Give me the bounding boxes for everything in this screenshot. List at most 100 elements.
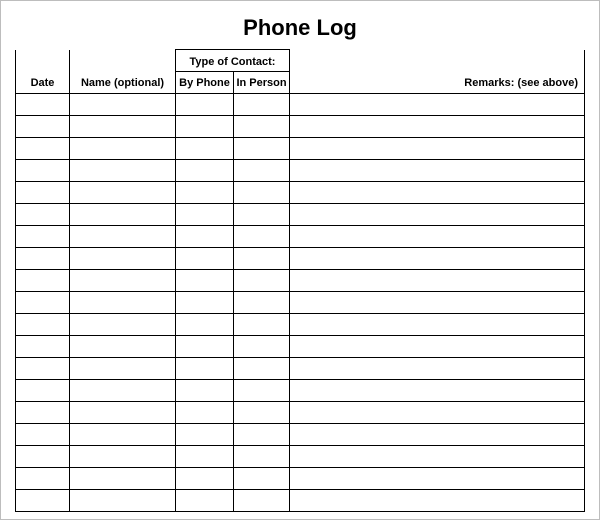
table-row [16, 270, 585, 292]
table-cell [176, 314, 234, 336]
table-row [16, 248, 585, 270]
table-cell [176, 490, 234, 512]
table-cell [290, 490, 585, 512]
table-row [16, 226, 585, 248]
page-title: Phone Log [15, 15, 585, 41]
table-cell [176, 446, 234, 468]
table-cell [176, 226, 234, 248]
table-cell [70, 226, 176, 248]
table-header: Date Name (optional) Type of Contact: Re… [16, 50, 585, 94]
table-row [16, 116, 585, 138]
table-cell [290, 138, 585, 160]
col-header-by-phone: By Phone [176, 72, 234, 94]
table-cell [176, 138, 234, 160]
table-cell [70, 182, 176, 204]
table-cell [234, 292, 290, 314]
table-row [16, 138, 585, 160]
table-row [16, 490, 585, 512]
table-cell [234, 402, 290, 424]
table-cell [176, 402, 234, 424]
table-cell [176, 204, 234, 226]
table-row [16, 292, 585, 314]
table-cell [290, 358, 585, 380]
table-cell [16, 314, 70, 336]
table-cell [290, 446, 585, 468]
table-cell [16, 138, 70, 160]
table-row [16, 380, 585, 402]
table-cell [176, 182, 234, 204]
table-cell [234, 446, 290, 468]
table-cell [234, 424, 290, 446]
table-cell [290, 226, 585, 248]
table-cell [176, 468, 234, 490]
table-cell [290, 424, 585, 446]
table-cell [290, 402, 585, 424]
table-cell [16, 446, 70, 468]
table-cell [70, 358, 176, 380]
table-cell [290, 468, 585, 490]
table-cell [234, 116, 290, 138]
table-cell [290, 160, 585, 182]
table-cell [16, 94, 70, 116]
table-cell [176, 336, 234, 358]
table-cell [234, 490, 290, 512]
table-cell [234, 226, 290, 248]
table-cell [70, 94, 176, 116]
table-cell [70, 116, 176, 138]
table-cell [16, 292, 70, 314]
table-cell [234, 182, 290, 204]
table-cell [70, 248, 176, 270]
table-cell [16, 424, 70, 446]
table-row [16, 424, 585, 446]
table-cell [290, 270, 585, 292]
table-cell [234, 204, 290, 226]
col-header-name: Name (optional) [70, 50, 176, 94]
table-cell [70, 380, 176, 402]
table-row [16, 446, 585, 468]
table-cell [176, 270, 234, 292]
table-cell [16, 248, 70, 270]
table-cell [234, 314, 290, 336]
table-cell [70, 204, 176, 226]
phone-log-page: Phone Log Date Name (optional) Type of C… [0, 0, 600, 520]
table-cell [16, 336, 70, 358]
table-cell [70, 160, 176, 182]
table-cell [176, 380, 234, 402]
table-cell [234, 468, 290, 490]
table-row [16, 358, 585, 380]
table-cell [234, 336, 290, 358]
table-cell [234, 248, 290, 270]
table-cell [16, 270, 70, 292]
col-header-date: Date [16, 50, 70, 94]
table-cell [16, 402, 70, 424]
table-cell [176, 116, 234, 138]
table-cell [70, 292, 176, 314]
table-row [16, 402, 585, 424]
table-cell [176, 358, 234, 380]
table-row [16, 336, 585, 358]
table-cell [290, 248, 585, 270]
table-cell [16, 182, 70, 204]
table-cell [16, 204, 70, 226]
table-row [16, 314, 585, 336]
table-cell [290, 336, 585, 358]
col-header-in-person: In Person [234, 72, 290, 94]
table-cell [176, 94, 234, 116]
table-row [16, 182, 585, 204]
table-cell [70, 490, 176, 512]
table-cell [234, 358, 290, 380]
table-cell [290, 380, 585, 402]
table-row [16, 468, 585, 490]
table-cell [16, 226, 70, 248]
phone-log-table: Date Name (optional) Type of Contact: Re… [15, 49, 585, 512]
col-group-type-of-contact: Type of Contact: [176, 50, 290, 72]
table-cell [70, 314, 176, 336]
table-row [16, 94, 585, 116]
table-cell [16, 160, 70, 182]
table-cell [176, 160, 234, 182]
table-row [16, 204, 585, 226]
table-cell [16, 116, 70, 138]
table-cell [70, 270, 176, 292]
table-cell [16, 490, 70, 512]
table-cell [70, 424, 176, 446]
